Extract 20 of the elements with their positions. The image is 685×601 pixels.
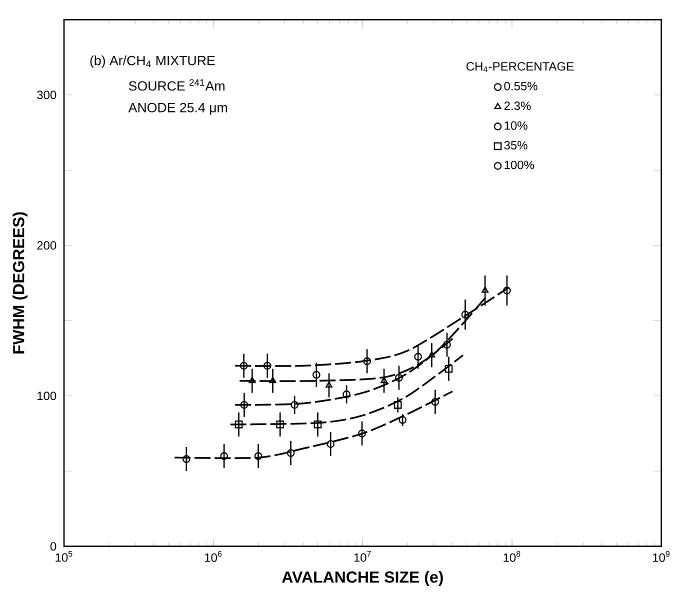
- y-tick-label: 200: [37, 241, 56, 250]
- legend-label: 0.55%: [504, 82, 538, 90]
- x-axis-title: AVALANCHE SIZE (e): [282, 571, 443, 586]
- y-axis-title: FWHM (DEGREES): [12, 212, 28, 354]
- legend-label: 35%: [504, 140, 528, 150]
- x-tick-label: 10$^{9}$: [653, 551, 670, 562]
- legend-title: CH$_{4}$-PERCENTAGE: [466, 62, 574, 72]
- y-tick-label: 100: [38, 392, 56, 400]
- y-tick-label: 300: [37, 90, 56, 100]
- x-tick-label: 10$^{7}$: [354, 551, 371, 562]
- x-tick-label: 10$^{8}$: [504, 551, 520, 562]
- y-tick-label: 0: [50, 542, 56, 551]
- x-tick-label: 10$^{6}$: [205, 551, 222, 562]
- annotation: ANODE 25.4 μm: [128, 102, 227, 115]
- legend-label: 100%: [504, 160, 534, 170]
- x-tick-label: 10$^{5}$: [56, 551, 72, 562]
- legend-label: 2.3%: [504, 102, 531, 110]
- legend-label: 10%: [504, 121, 528, 130]
- annotation: (b) Ar/CH$_{4}$ MIXTURE: [90, 56, 215, 68]
- annotation: SOURCE $^{241}$Am: [128, 79, 224, 91]
